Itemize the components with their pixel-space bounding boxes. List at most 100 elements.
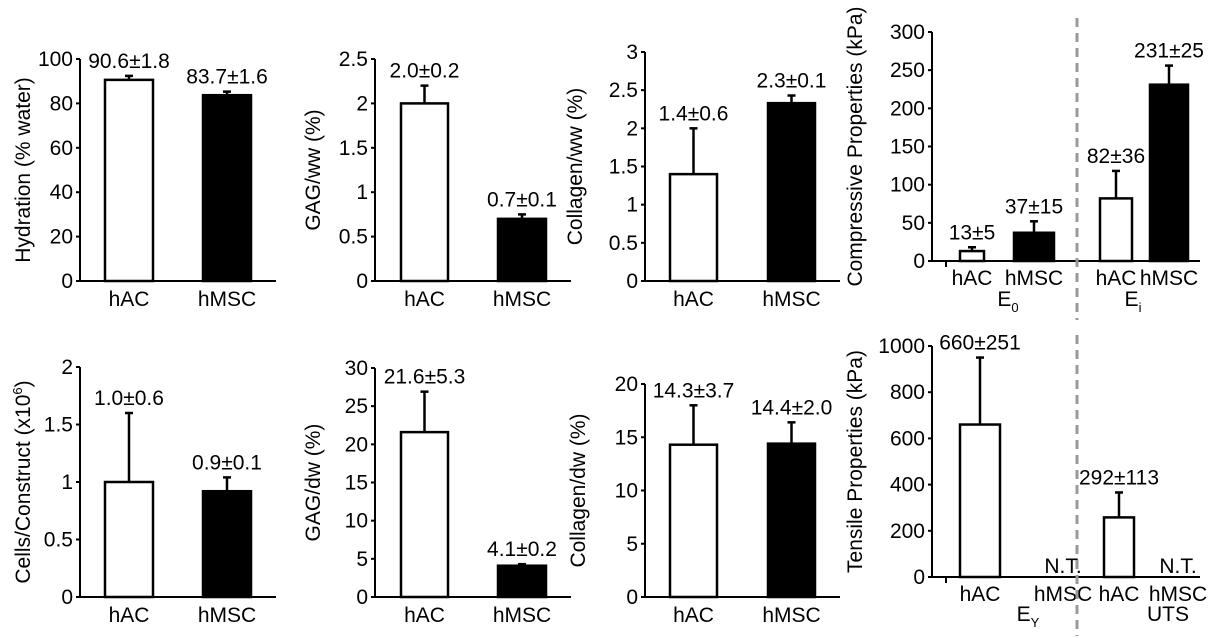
y-tick-label: 0 bbox=[356, 586, 368, 609]
bar-hac bbox=[103, 480, 155, 599]
y-tick-label: 0 bbox=[356, 270, 368, 293]
y-tick-label: 200 bbox=[890, 97, 925, 120]
data-label: 13±5 bbox=[949, 221, 996, 244]
y-axis-title: Hydration (% water) bbox=[12, 77, 35, 263]
data-label: N.T. bbox=[1159, 555, 1196, 578]
bar-hmsc bbox=[496, 564, 548, 599]
y-tick-label: 250 bbox=[890, 59, 925, 82]
y-tick-label: 0 bbox=[913, 250, 925, 273]
y-axis-title: Collagen/dw (%) bbox=[567, 413, 590, 567]
y-tick-label: 15 bbox=[345, 472, 368, 495]
data-label: 2.3±0.1 bbox=[757, 70, 827, 93]
bar-hmsc bbox=[496, 217, 548, 283]
bar-hac bbox=[399, 430, 450, 599]
y-tick-label: 2 bbox=[626, 117, 638, 140]
bar-hmsc bbox=[766, 442, 817, 599]
y-tick-label: 15 bbox=[615, 426, 638, 449]
y-tick-label: 20 bbox=[615, 373, 638, 396]
chart-panel-6: 0 5 10 15 20 25 30 GAG/dw (%) 21.6±5.3 hAC 4.1±0.2… bbox=[302, 357, 571, 627]
x-category-label: hAC bbox=[109, 288, 150, 311]
data-label: 21.6±5.3 bbox=[384, 366, 466, 389]
y-tick-label: 0.5 bbox=[609, 232, 638, 255]
x-category-label: hMSC bbox=[493, 288, 551, 311]
y-tick-label: 5 bbox=[356, 548, 368, 571]
data-label: 1.0±0.6 bbox=[94, 387, 164, 410]
x-category-label: hMSC bbox=[1149, 583, 1207, 606]
y-tick-label: 800 bbox=[890, 381, 925, 404]
y-tick-label: 1000 bbox=[878, 335, 925, 358]
y-tick-label: 1.5 bbox=[609, 156, 638, 179]
y-tick-label: 2 bbox=[61, 356, 73, 379]
x-category-label: hAC bbox=[109, 604, 150, 627]
data-label: 14.4±2.0 bbox=[751, 396, 833, 419]
y-tick-label: 100 bbox=[890, 174, 925, 197]
y-tick-label: 0 bbox=[913, 566, 925, 589]
chart-panel-4: 0 50 100 150 200 250 300 Compressive Properties… bbox=[844, 6, 1204, 320]
bar-hac bbox=[668, 172, 719, 283]
y-tick-label: 100 bbox=[38, 48, 73, 71]
y-axis-title: GAG/ww (%) bbox=[302, 109, 325, 230]
group-label: Ei bbox=[1125, 288, 1142, 315]
y-tick-label: 1 bbox=[626, 194, 638, 217]
x-category-label: hAC bbox=[960, 583, 1001, 606]
y-axis-title: Collagen/ww (%) bbox=[564, 88, 587, 246]
y-tick-label: 1.5 bbox=[44, 414, 73, 437]
bar-hmsc bbox=[1012, 231, 1056, 263]
chart-panel-5: 0 0.5 1 1.5 2 Cells/Construct (x106) 1.0±0.6 hA… bbox=[10, 356, 276, 627]
x-category-label: hAC bbox=[404, 604, 445, 627]
y-tick-label: 40 bbox=[50, 181, 73, 204]
bar-hac bbox=[958, 423, 1002, 579]
data-label: 4.1±0.2 bbox=[487, 538, 557, 561]
y-tick-label: 5 bbox=[626, 533, 638, 556]
x-category-label: hAC bbox=[1096, 267, 1137, 290]
data-label: 83.7±1.6 bbox=[186, 66, 268, 89]
x-category-label: hAC bbox=[952, 267, 993, 290]
y-tick-label: 1 bbox=[61, 471, 73, 494]
data-label: 82±36 bbox=[1087, 145, 1145, 168]
y-tick-label: 10 bbox=[615, 480, 638, 503]
data-label: N.T. bbox=[1044, 555, 1081, 578]
bar-hac bbox=[1098, 197, 1134, 263]
chart-panel-3: 0 0.5 1 1.5 2 2.5 3 Collagen/ww (%) 1.4±0.6 hAC 2.… bbox=[564, 41, 840, 311]
y-tick-label: 0 bbox=[61, 270, 73, 293]
y-tick-label: 300 bbox=[890, 21, 925, 44]
bar-hmsc bbox=[1148, 83, 1190, 263]
y-tick-label: 200 bbox=[890, 520, 925, 543]
group-label: UTS bbox=[1147, 603, 1189, 626]
y-tick-label: 0.5 bbox=[44, 529, 73, 552]
x-category-label: hMSC bbox=[1140, 267, 1198, 290]
x-category-label: hMSC bbox=[1005, 267, 1063, 290]
y-axis-title: Cells/Construct (x106) bbox=[10, 380, 35, 583]
y-tick-label: 2 bbox=[356, 92, 368, 115]
y-tick-label: 0.5 bbox=[339, 226, 368, 249]
y-tick-label: 2.5 bbox=[339, 48, 368, 71]
data-label: 0.9±0.1 bbox=[192, 451, 262, 474]
y-tick-label: 20 bbox=[50, 226, 73, 249]
bar-hac bbox=[399, 102, 450, 283]
y-tick-label: 2.5 bbox=[609, 79, 638, 102]
x-category-label: hMSC bbox=[1034, 583, 1092, 606]
bar-hmsc bbox=[201, 489, 253, 599]
x-category-label: hAC bbox=[1099, 583, 1140, 606]
chart-panel-2: 0 0.5 1 1.5 2 2.5 GAG/ww (%) 2.0±0.2 hAC 0.7±0.1 h… bbox=[302, 48, 571, 311]
y-tick-label: 0 bbox=[626, 270, 638, 293]
bar-hmsc bbox=[766, 101, 817, 283]
y-tick-label: 0 bbox=[626, 586, 638, 609]
y-tick-label: 600 bbox=[890, 427, 925, 450]
bar-hmsc bbox=[201, 93, 253, 283]
y-tick-label: 30 bbox=[345, 357, 368, 380]
data-label: 0.7±0.1 bbox=[487, 188, 557, 211]
y-tick-label: 60 bbox=[50, 137, 73, 160]
data-label: 37±15 bbox=[1005, 195, 1063, 218]
y-tick-label: 150 bbox=[890, 136, 925, 159]
y-axis-title: Tensile Properties (kPa) bbox=[844, 350, 867, 573]
x-category-label: hAC bbox=[404, 288, 445, 311]
data-label: 660±251 bbox=[939, 332, 1021, 355]
y-tick-label: 400 bbox=[890, 474, 925, 497]
data-label: 14.3±3.7 bbox=[653, 379, 735, 402]
data-label: 2.0±0.2 bbox=[390, 60, 460, 83]
group-label: EY bbox=[1017, 603, 1040, 630]
bar-hac bbox=[103, 78, 155, 283]
